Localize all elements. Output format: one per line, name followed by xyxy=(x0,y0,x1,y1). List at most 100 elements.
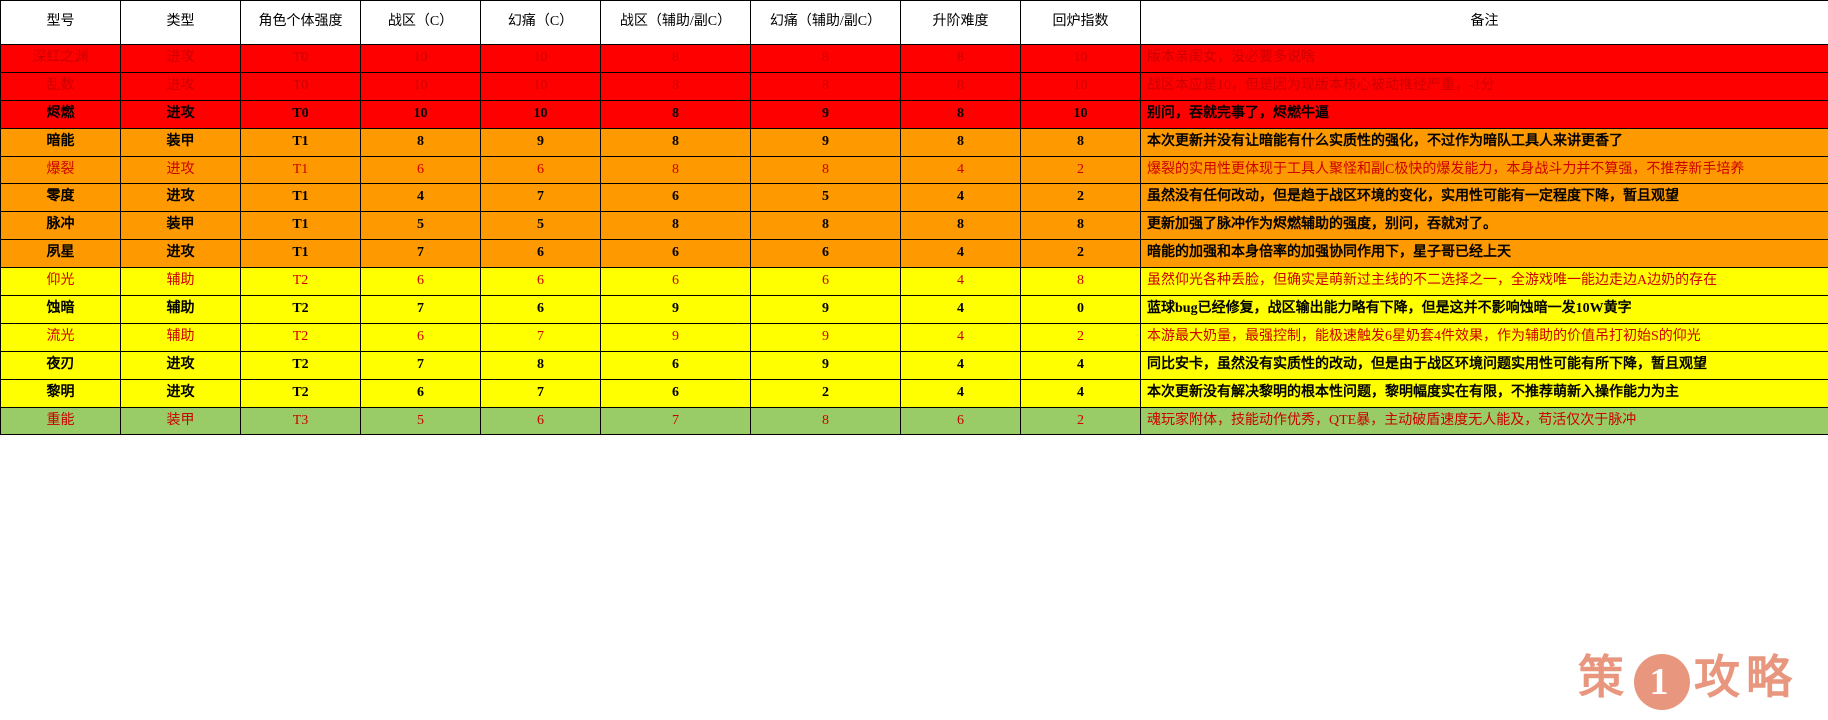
col-header-4: 幻痛（C） xyxy=(481,1,601,45)
data-cell: 黎明 xyxy=(1,379,121,407)
data-cell: 7 xyxy=(481,184,601,212)
data-cell: 装甲 xyxy=(121,407,241,435)
col-header-3: 战区（C） xyxy=(361,1,481,45)
data-cell: T1 xyxy=(241,184,361,212)
data-cell: 4 xyxy=(1021,351,1141,379)
data-cell: 9 xyxy=(751,323,901,351)
data-cell: 装甲 xyxy=(121,128,241,156)
tier-table: 型号类型角色个体强度战区（C）幻痛（C）战区（辅助/副C）幻痛（辅助/副C）升阶… xyxy=(0,0,1828,435)
col-header-2: 角色个体强度 xyxy=(241,1,361,45)
data-cell: 重能 xyxy=(1,407,121,435)
note-cell: 本次更新并没有让暗能有什么实质性的强化，不过作为暗队工具人来讲更香了 xyxy=(1141,128,1828,156)
data-cell: 进攻 xyxy=(121,72,241,100)
data-cell: 6 xyxy=(601,268,751,296)
data-cell: 6 xyxy=(361,268,481,296)
table-row: 仰光辅助T2666648虽然仰光各种丢脸，但确实是萌新过主线的不二选择之一，全游… xyxy=(1,268,1828,296)
data-cell: 进攻 xyxy=(121,240,241,268)
note-cell: 爆裂的实用性更体现于工具人聚怪和副C极快的爆发能力，本身战斗力并不算强，不推荐新… xyxy=(1141,156,1828,184)
data-cell: 6 xyxy=(751,240,901,268)
table-row: 爆裂进攻T1668842爆裂的实用性更体现于工具人聚怪和副C极快的爆发能力，本身… xyxy=(1,156,1828,184)
data-cell: 9 xyxy=(481,128,601,156)
col-header-9: 备注 xyxy=(1141,1,1828,45)
data-cell: 10 xyxy=(481,45,601,73)
data-cell: 8 xyxy=(481,351,601,379)
data-cell: 9 xyxy=(751,351,901,379)
data-cell: 8 xyxy=(1021,268,1141,296)
note-cell: 魂玩家附体，技能动作优秀，QTE暴，主动破盾速度无人能及，苟活仅次于脉冲 xyxy=(1141,407,1828,435)
col-header-6: 幻痛（辅助/副C） xyxy=(751,1,901,45)
watermark: 策1攻略 xyxy=(1578,641,1798,710)
data-cell: 8 xyxy=(751,45,901,73)
data-cell: 4 xyxy=(901,351,1021,379)
data-cell: 8 xyxy=(751,407,901,435)
note-cell: 版本亲闺女，没必要多说啥 xyxy=(1141,45,1828,73)
data-cell: 6 xyxy=(601,240,751,268)
data-cell: 2 xyxy=(751,379,901,407)
data-cell: T0 xyxy=(241,45,361,73)
data-cell: 8 xyxy=(601,100,751,128)
note-cell: 虽然仰光各种丢脸，但确实是萌新过主线的不二选择之一，全游戏唯一能边走边A边奶的存… xyxy=(1141,268,1828,296)
data-cell: 4 xyxy=(1021,379,1141,407)
data-cell: 2 xyxy=(1021,184,1141,212)
data-cell: 6 xyxy=(601,379,751,407)
data-cell: 4 xyxy=(361,184,481,212)
data-cell: T1 xyxy=(241,156,361,184)
data-cell: 6 xyxy=(751,268,901,296)
data-cell: 4 xyxy=(901,240,1021,268)
data-cell: 7 xyxy=(361,351,481,379)
data-cell: 进攻 xyxy=(121,184,241,212)
data-cell: 爆裂 xyxy=(1,156,121,184)
data-cell: 8 xyxy=(901,128,1021,156)
data-cell: T2 xyxy=(241,268,361,296)
table-row: 烬燃进攻T0101089810别问，吞就完事了，烬燃牛逼 xyxy=(1,100,1828,128)
data-cell: 8 xyxy=(901,45,1021,73)
data-cell: 10 xyxy=(1021,45,1141,73)
col-header-1: 类型 xyxy=(121,1,241,45)
data-cell: 4 xyxy=(901,323,1021,351)
data-cell: T2 xyxy=(241,296,361,324)
data-cell: 流光 xyxy=(1,323,121,351)
data-cell: 5 xyxy=(481,212,601,240)
data-cell: 5 xyxy=(361,407,481,435)
data-cell: 暗能 xyxy=(1,128,121,156)
data-cell: 夜刃 xyxy=(1,351,121,379)
data-cell: 7 xyxy=(481,323,601,351)
data-cell: 4 xyxy=(901,379,1021,407)
data-cell: 装甲 xyxy=(121,212,241,240)
data-cell: 8 xyxy=(751,72,901,100)
data-cell: T1 xyxy=(241,128,361,156)
table-row: 流光辅助T2679942本游最大奶量，最强控制，能极速触发6星奶套4件效果，作为… xyxy=(1,323,1828,351)
data-cell: T3 xyxy=(241,407,361,435)
note-cell: 本次更新没有解决黎明的根本性问题，黎明幅度实在有限，不推荐萌新入操作能力为主 xyxy=(1141,379,1828,407)
table-row: 零度进攻T1476542虽然没有任何改动，但是趋于战区环境的变化，实用性可能有一… xyxy=(1,184,1828,212)
data-cell: 6 xyxy=(481,296,601,324)
data-cell: 乱数 xyxy=(1,72,121,100)
data-cell: 8 xyxy=(751,156,901,184)
table-row: 夙星进攻T1766642暗能的加强和本身倍率的加强协同作用下，星子哥已经上天 xyxy=(1,240,1828,268)
data-cell: 6 xyxy=(901,407,1021,435)
data-cell: 8 xyxy=(901,212,1021,240)
data-cell: 4 xyxy=(901,156,1021,184)
note-cell: 虽然没有任何改动，但是趋于战区环境的变化，实用性可能有一定程度下降，暂且观望 xyxy=(1141,184,1828,212)
data-cell: 6 xyxy=(361,156,481,184)
data-cell: T2 xyxy=(241,323,361,351)
data-cell: 10 xyxy=(481,100,601,128)
data-cell: 进攻 xyxy=(121,379,241,407)
note-cell: 别问，吞就完事了，烬燃牛逼 xyxy=(1141,100,1828,128)
data-cell: T1 xyxy=(241,212,361,240)
data-cell: 4 xyxy=(901,296,1021,324)
table-row: 夜刃进攻T2786944同比安卡，虽然没有实质性的改动，但是由于战区环境问题实用… xyxy=(1,351,1828,379)
data-cell: 2 xyxy=(1021,156,1141,184)
data-cell: 6 xyxy=(481,240,601,268)
data-cell: 进攻 xyxy=(121,351,241,379)
data-cell: 8 xyxy=(601,212,751,240)
data-cell: 2 xyxy=(1021,407,1141,435)
table-row: 重能装甲T3567862魂玩家附体，技能动作优秀，QTE暴，主动破盾速度无人能及… xyxy=(1,407,1828,435)
data-cell: 10 xyxy=(361,45,481,73)
data-cell: 9 xyxy=(751,100,901,128)
data-cell: 10 xyxy=(481,72,601,100)
note-cell: 暗能的加强和本身倍率的加强协同作用下，星子哥已经上天 xyxy=(1141,240,1828,268)
data-cell: 6 xyxy=(361,379,481,407)
data-cell: 4 xyxy=(901,184,1021,212)
data-cell: 进攻 xyxy=(121,156,241,184)
